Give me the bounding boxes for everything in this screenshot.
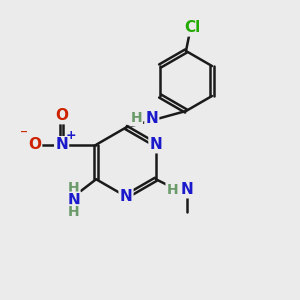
Text: H: H — [167, 183, 178, 197]
Text: ⁻: ⁻ — [20, 128, 28, 143]
Text: H: H — [68, 205, 80, 219]
Text: N: N — [67, 193, 80, 208]
Text: N: N — [120, 189, 132, 204]
Text: N: N — [149, 137, 162, 152]
Text: N: N — [181, 182, 194, 197]
Text: N: N — [146, 111, 158, 126]
Text: H: H — [68, 181, 80, 195]
Text: O: O — [28, 137, 41, 152]
Text: H: H — [130, 111, 142, 125]
Text: O: O — [55, 108, 68, 123]
Text: N: N — [55, 137, 68, 152]
Text: +: + — [65, 129, 76, 142]
Text: Cl: Cl — [184, 20, 200, 35]
